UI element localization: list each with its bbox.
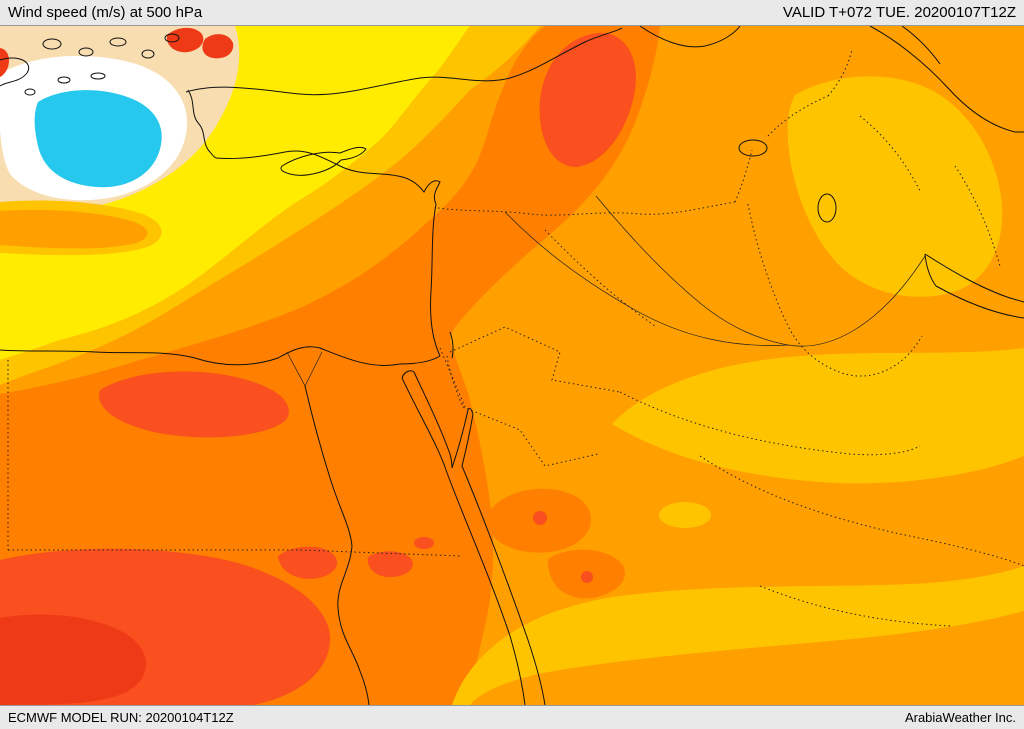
egypt-north-coast bbox=[0, 346, 441, 366]
fill-red-core-top-center bbox=[539, 32, 636, 168]
persian-gulf-south-shore bbox=[935, 285, 1024, 319]
contour-fills bbox=[0, 26, 1024, 705]
fill-orange-finger-left bbox=[0, 209, 148, 249]
aegean-island-icon bbox=[24, 88, 36, 96]
fill-red-blob-top-a bbox=[166, 27, 204, 53]
turkey-south-coast bbox=[215, 150, 441, 205]
model-run-label: ECMWF MODEL RUN: 20200104T12Z bbox=[8, 710, 234, 725]
aegean-island-icon bbox=[109, 37, 127, 47]
border-turkey-iran bbox=[734, 149, 753, 203]
fill-gold-blob-center bbox=[659, 502, 711, 528]
fill-red-dot-b bbox=[581, 571, 593, 583]
wind-speed-map bbox=[0, 26, 1024, 705]
fill-red-blob-redsea-c bbox=[414, 537, 434, 549]
header-bar: Wind speed (m/s) at 500 hPa VALID T+072 … bbox=[0, 0, 1024, 26]
aegean-island-icon bbox=[78, 47, 94, 57]
aegean-island-icon bbox=[42, 38, 62, 50]
aegean-island-icon bbox=[141, 49, 155, 59]
sinai-coast bbox=[413, 371, 469, 469]
fill-red-dot-a bbox=[533, 511, 547, 525]
fill-red-blob-redsea-a bbox=[278, 546, 338, 579]
tigris-river bbox=[595, 195, 789, 346]
aegean-island-icon bbox=[164, 33, 180, 43]
persian-gulf-head bbox=[924, 253, 937, 287]
aegean-island-icon bbox=[57, 76, 71, 84]
nile-delta-branch-east bbox=[304, 351, 323, 387]
brand-label: ArabiaWeather Inc. bbox=[904, 710, 1016, 725]
border-caucasus-b bbox=[827, 49, 853, 97]
fill-red-blob-redsea-b bbox=[367, 551, 413, 578]
caspian-sea-coast-inner bbox=[901, 26, 941, 65]
persian-gulf-north-shore bbox=[924, 253, 1024, 303]
fill-deep-red-corner bbox=[0, 614, 147, 705]
fill-red-blob-top-b bbox=[202, 34, 234, 59]
fill-gold-band-bottom bbox=[452, 566, 1024, 705]
shatt-al-arab bbox=[787, 255, 926, 347]
border-iran-internal-a bbox=[954, 165, 1001, 267]
gulf-of-suez-west-shore bbox=[401, 377, 526, 705]
fill-dark-orange-region bbox=[0, 26, 660, 705]
nile-river bbox=[304, 385, 370, 705]
greek-coast bbox=[0, 57, 30, 87]
border-iran-internal-b bbox=[859, 115, 921, 192]
caspian-sea-coast bbox=[869, 26, 1024, 133]
fill-gold-region-iran bbox=[787, 76, 1003, 297]
aqaba-east-shore-redsea bbox=[461, 413, 546, 705]
fill-red-sliver-left-edge bbox=[0, 48, 10, 77]
fill-gold-tongue-east bbox=[612, 348, 1024, 484]
nile-delta-branch-west bbox=[286, 351, 306, 387]
footer-bar: ECMWF MODEL RUN: 20200104T12Z ArabiaWeat… bbox=[0, 705, 1024, 729]
border-israel-jordan bbox=[446, 355, 464, 408]
turkey-west-coast bbox=[187, 89, 217, 159]
dead-sea bbox=[449, 331, 454, 359]
aegean-island-icon bbox=[90, 72, 106, 80]
border-saudi-south bbox=[759, 585, 951, 627]
weather-map-container bbox=[0, 26, 1024, 705]
border-iran-iraq bbox=[747, 203, 923, 377]
turkey-north-coast bbox=[185, 27, 623, 96]
fill-gold-band bbox=[0, 26, 540, 385]
fill-red-core-egypt-coast bbox=[99, 371, 289, 438]
coastlines bbox=[0, 26, 1024, 705]
lake-van bbox=[738, 139, 768, 157]
border-caucasus-a bbox=[767, 95, 829, 137]
lake-urmia bbox=[817, 193, 837, 223]
valid-time-label: VALID T+072 TUE. 20200107T12Z bbox=[782, 4, 1016, 21]
border-saudi-gulf-coastal bbox=[699, 455, 1024, 567]
black-sea-east-coast bbox=[639, 26, 741, 48]
map-title: Wind speed (m/s) at 500 hPa bbox=[8, 4, 203, 21]
suez-gulf-head bbox=[401, 370, 415, 379]
border-israel-egypt bbox=[439, 347, 466, 408]
euphrates-river bbox=[504, 211, 789, 346]
political-borders bbox=[7, 49, 1024, 627]
cyprus-island bbox=[280, 146, 367, 176]
fill-cyan-region bbox=[34, 90, 162, 188]
levant-coast bbox=[430, 203, 441, 357]
